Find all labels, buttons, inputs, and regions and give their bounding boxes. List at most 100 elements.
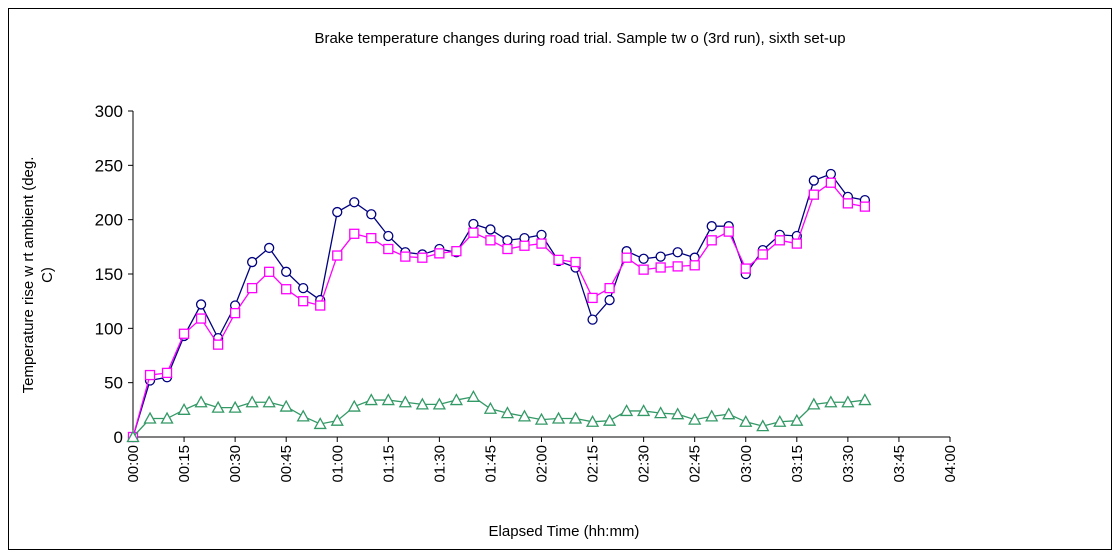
point: [500, 406, 515, 419]
point: [313, 417, 327, 430]
x-tick-label: 03:45: [891, 445, 908, 483]
point: [246, 256, 258, 268]
point: [468, 227, 479, 238]
point: [349, 197, 360, 208]
x-tick-label: 03:15: [789, 445, 806, 483]
point: [364, 393, 378, 406]
point: [417, 252, 428, 263]
point: [279, 399, 293, 412]
point: [296, 409, 310, 422]
point: [502, 235, 513, 246]
point: [432, 397, 446, 410]
x-tick-label: 02:15: [585, 445, 602, 483]
point: [281, 284, 292, 295]
point: [347, 399, 361, 412]
point: [604, 282, 615, 294]
point: [824, 395, 838, 408]
point: [536, 229, 547, 241]
x-tick-label: 02:45: [687, 445, 704, 483]
point: [620, 404, 634, 417]
x-tick-label: 02:00: [534, 445, 551, 483]
point: [211, 400, 225, 413]
point: [807, 397, 821, 410]
point: [332, 250, 343, 261]
point: [332, 206, 343, 218]
x-tick-label: 00:45: [278, 445, 295, 483]
y-tick-label: 250: [95, 156, 123, 175]
point: [551, 411, 566, 424]
point: [194, 395, 208, 408]
point: [298, 282, 309, 294]
point: [381, 393, 395, 406]
point: [859, 201, 871, 212]
point: [228, 400, 242, 413]
point: [790, 413, 804, 426]
point: [774, 235, 785, 246]
point: [262, 395, 276, 408]
point: [602, 413, 617, 426]
point: [315, 300, 326, 311]
point: [330, 413, 344, 426]
point: [654, 406, 668, 419]
point: [298, 296, 309, 307]
point: [449, 393, 463, 406]
x-tick-label: 01:00: [329, 445, 346, 483]
point: [143, 411, 157, 424]
x-tick-label: 00:15: [176, 445, 193, 483]
y-tick-label: 150: [95, 265, 123, 284]
x-axis-label: Elapsed Time (hh:mm): [489, 523, 640, 540]
point: [841, 395, 855, 408]
point: [534, 412, 549, 425]
point: [808, 175, 819, 186]
point: [655, 262, 666, 273]
point: [160, 411, 174, 424]
point: [485, 235, 496, 246]
point: [144, 369, 156, 381]
point: [177, 402, 191, 415]
point: [451, 246, 462, 257]
point: [825, 168, 837, 180]
y-axis-label: C): [39, 267, 56, 283]
point: [723, 226, 734, 237]
point: [570, 256, 581, 268]
point: [195, 313, 207, 324]
point: [178, 328, 190, 339]
x-tick-label: 03:30: [840, 445, 857, 483]
point: [585, 414, 600, 427]
point: [722, 407, 736, 420]
point: [519, 240, 530, 251]
point: [587, 292, 598, 304]
point: [349, 228, 360, 239]
point: [212, 339, 224, 350]
point: [466, 389, 481, 402]
point: [126, 430, 140, 443]
point: [672, 261, 683, 272]
point: [434, 248, 445, 259]
point: [756, 419, 770, 432]
point: [483, 401, 498, 414]
point: [705, 409, 719, 422]
x-tick-label: 02:30: [636, 445, 653, 483]
point: [415, 397, 429, 410]
point: [706, 235, 717, 246]
point: [246, 282, 258, 294]
point: [858, 393, 872, 406]
y-tick-label: 100: [95, 319, 123, 338]
y-tick-label: 50: [104, 374, 123, 393]
y-axis-label: Temperature rise w rt ambient (deg.: [20, 157, 37, 394]
point: [773, 414, 787, 427]
x-tick-label: 03:00: [738, 445, 755, 483]
point: [161, 367, 173, 379]
point: [688, 412, 702, 425]
point: [808, 189, 819, 200]
point: [689, 260, 700, 271]
point: [655, 251, 666, 262]
point: [638, 264, 649, 275]
x-tick-label: 01:45: [482, 445, 499, 483]
point: [502, 243, 513, 255]
x-tick-label: 00:00: [125, 445, 142, 483]
point: [637, 404, 651, 417]
point: [229, 307, 241, 319]
